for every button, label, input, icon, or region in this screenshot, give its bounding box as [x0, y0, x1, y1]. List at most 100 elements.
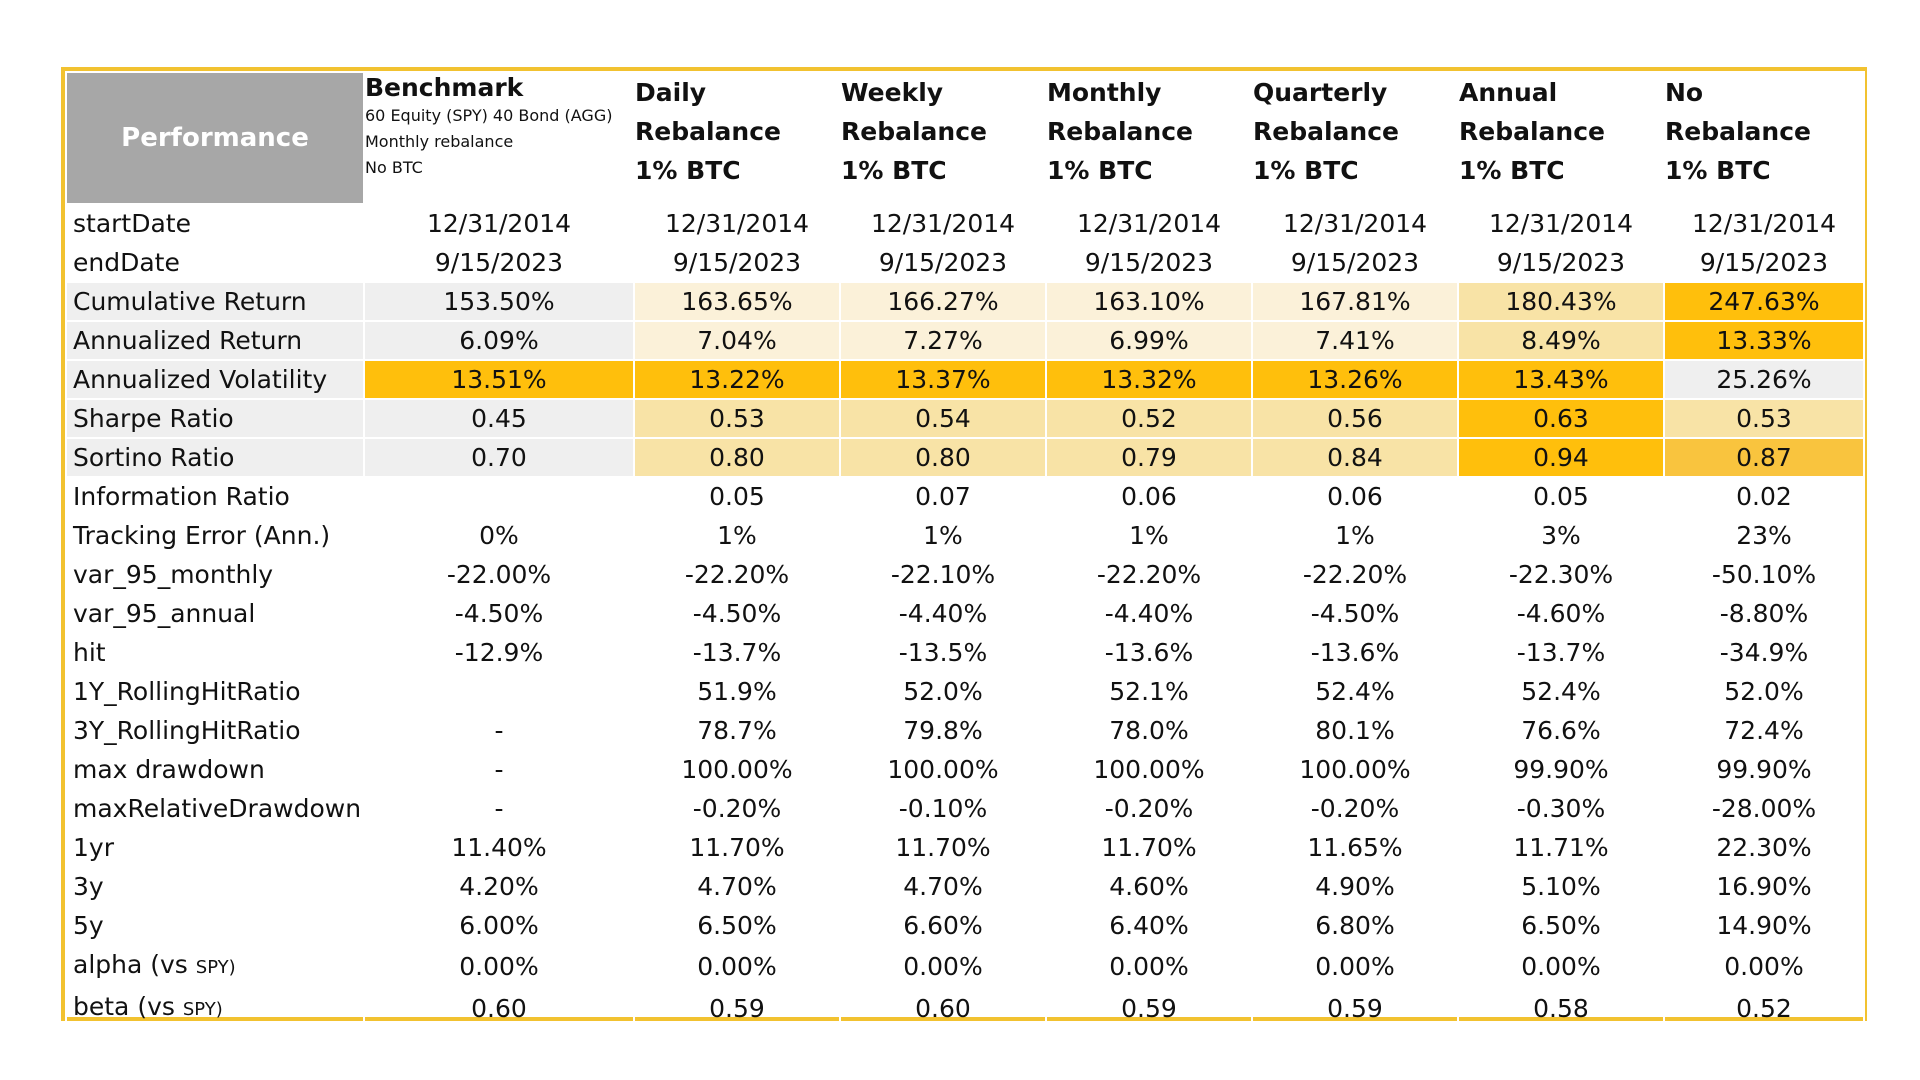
table-row: Information Ratio 0.05 0.07 0.06 0.06 0.…: [65, 476, 1865, 517]
table-cell: 0.52: [1045, 398, 1253, 439]
table-cell: 12/31/2014: [1663, 203, 1865, 244]
table-row: 3Y_RollingHitRatio - 78.7% 79.8% 78.0% 8…: [65, 710, 1865, 751]
table-cell: 52.4%: [1251, 671, 1459, 712]
table-cell: 1%: [1045, 515, 1253, 556]
strategy-header-line: 1% BTC: [1047, 156, 1153, 185]
table-cell: 12/31/2014: [1045, 203, 1253, 244]
metric-label: startDate: [65, 203, 365, 244]
strategy-header-line: Rebalance: [1665, 117, 1811, 146]
table-cell: 52.1%: [1045, 671, 1253, 712]
table-cell: 163.65%: [633, 281, 841, 322]
table-row: Annualized Volatility 13.51% 13.22% 13.3…: [65, 359, 1865, 400]
metric-label: beta (vs SPY): [65, 986, 365, 1030]
strategy-header-line: Rebalance: [1253, 117, 1399, 146]
strategy-header-daily: Daily Rebalance 1% BTC: [633, 71, 841, 205]
table-cell: 0.05: [1457, 476, 1665, 517]
table-cell: 13.43%: [1457, 359, 1665, 400]
table-cell: 0.60: [839, 986, 1047, 1030]
metric-label-main: alpha (vs: [73, 950, 188, 979]
table-cell: 80.1%: [1251, 710, 1459, 751]
table-cell: 4.70%: [633, 866, 841, 907]
table-cell: 4.70%: [839, 866, 1047, 907]
table-cell: -4.40%: [839, 593, 1047, 634]
table-cell: 180.43%: [1457, 281, 1665, 322]
metric-label: 1Y_RollingHitRatio: [65, 671, 365, 712]
table-cell: 6.40%: [1045, 905, 1253, 946]
table-cell: 167.81%: [1251, 281, 1459, 322]
table-row: startDate 12/31/2014 12/31/2014 12/31/20…: [65, 203, 1865, 244]
table-cell: -13.5%: [839, 632, 1047, 673]
table-cell: 0.00%: [1045, 944, 1253, 988]
table-cell: 9/15/2023: [1045, 242, 1253, 283]
table-row: Tracking Error (Ann.) 0% 1% 1% 1% 1% 3% …: [65, 515, 1865, 556]
table-cell: 13.37%: [839, 359, 1047, 400]
table-cell: -34.9%: [1663, 632, 1865, 673]
table-cell: 0.00%: [633, 944, 841, 988]
table-cell: 13.26%: [1251, 359, 1459, 400]
table-cell: -4.60%: [1457, 593, 1665, 634]
table-cell: 12/31/2014: [839, 203, 1047, 244]
table-cell: 166.27%: [839, 281, 1047, 322]
table-cell: -0.20%: [1251, 788, 1459, 829]
table-cell: 99.90%: [1457, 749, 1665, 790]
table-cell: -22.10%: [839, 554, 1047, 595]
table-cell: 6.50%: [1457, 905, 1665, 946]
table-cell: 0.59: [633, 986, 841, 1030]
benchmark-cell: -4.50%: [363, 593, 635, 634]
table-cell: 163.10%: [1045, 281, 1253, 322]
benchmark-allocation: 60 Equity (SPY) 40 Bond (AGG): [365, 106, 613, 125]
table-row: var_95_monthly -22.00% -22.20% -22.10% -…: [65, 554, 1865, 595]
table-cell: 52.4%: [1457, 671, 1665, 712]
table-cell: 1%: [633, 515, 841, 556]
table-cell: 9/15/2023: [1251, 242, 1459, 283]
strategy-header-line: 1% BTC: [635, 156, 741, 185]
metric-label: Cumulative Return: [65, 281, 365, 322]
table-cell: 9/15/2023: [633, 242, 841, 283]
table-row: 1yr 11.40% 11.70% 11.70% 11.70% 11.65% 1…: [65, 827, 1865, 868]
benchmark-cell: [363, 476, 635, 517]
strategy-header-line: Rebalance: [841, 117, 987, 146]
benchmark-btc: No BTC: [365, 158, 423, 177]
metric-label: alpha (vs SPY): [65, 944, 365, 988]
benchmark-rebalance: Monthly rebalance: [365, 132, 514, 151]
metric-label: Sharpe Ratio: [65, 398, 365, 439]
metric-label: endDate: [65, 242, 365, 283]
table-cell: 4.60%: [1045, 866, 1253, 907]
benchmark-cell: 153.50%: [363, 281, 635, 322]
table-cell: 7.41%: [1251, 320, 1459, 361]
metric-label: 1yr: [65, 827, 365, 868]
table-row: hit -12.9% -13.7% -13.5% -13.6% -13.6% -…: [65, 632, 1865, 673]
metric-label-small: SPY): [182, 999, 223, 1020]
table-row: Sharpe Ratio 0.45 0.53 0.54 0.52 0.56 0.…: [65, 398, 1865, 439]
table-cell: 100.00%: [1045, 749, 1253, 790]
strategy-header-line: Quarterly: [1253, 78, 1388, 107]
table-row: 3y 4.20% 4.70% 4.70% 4.60% 4.90% 5.10% 1…: [65, 866, 1865, 907]
table-cell: 14.90%: [1663, 905, 1865, 946]
benchmark-cell: 0.00%: [363, 944, 635, 988]
table-cell: 12/31/2014: [633, 203, 841, 244]
strategy-header-line: Rebalance: [1459, 117, 1605, 146]
table-cell: 0.05: [633, 476, 841, 517]
table-cell: 51.9%: [633, 671, 841, 712]
metric-label: Annualized Return: [65, 320, 365, 361]
table-cell: 0.02: [1663, 476, 1865, 517]
table-cell: 99.90%: [1663, 749, 1865, 790]
benchmark-cell: 0%: [363, 515, 635, 556]
table-cell: 0.59: [1045, 986, 1253, 1030]
strategy-header-line: 1% BTC: [841, 156, 947, 185]
benchmark-cell: 13.51%: [363, 359, 635, 400]
table-row: max drawdown - 100.00% 100.00% 100.00% 1…: [65, 749, 1865, 790]
table-cell: 16.90%: [1663, 866, 1865, 907]
benchmark-cell: 9/15/2023: [363, 242, 635, 283]
table-cell: 0.00%: [839, 944, 1047, 988]
strategy-header-line: Monthly: [1047, 78, 1162, 107]
strategy-header-annual: Annual Rebalance 1% BTC: [1457, 71, 1665, 205]
benchmark-cell: 0.70: [363, 437, 635, 478]
table-cell: 100.00%: [839, 749, 1047, 790]
table-cell: -13.7%: [633, 632, 841, 673]
metric-label: 5y: [65, 905, 365, 946]
benchmark-cell: 4.20%: [363, 866, 635, 907]
benchmark-cell: [363, 671, 635, 712]
benchmark-header: Benchmark 60 Equity (SPY) 40 Bond (AGG) …: [363, 71, 635, 205]
table-cell: 7.04%: [633, 320, 841, 361]
